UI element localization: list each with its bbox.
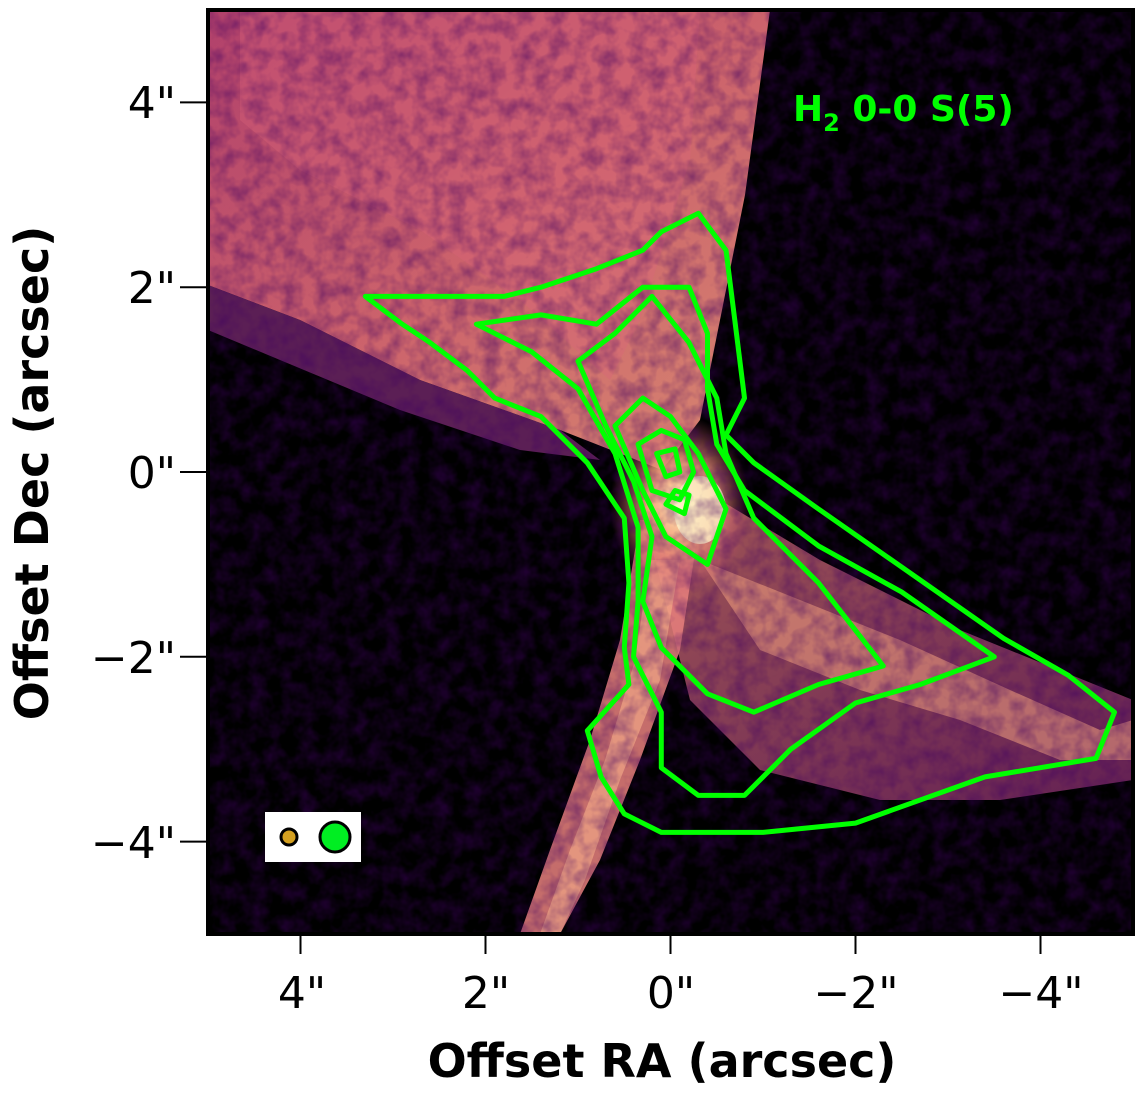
species-subscript: 2: [823, 109, 840, 137]
species-annotation: H2 0-0 S(5): [793, 89, 1014, 137]
species-transition: 0-0 S(5): [840, 89, 1014, 130]
y-tick-label-neg4: −4": [91, 818, 176, 869]
x-tick-label-0: 0": [647, 968, 695, 1019]
contour-level-7: [663, 488, 692, 517]
contour-level-1: [362, 210, 1117, 835]
x-tick-label-2: 2": [462, 968, 510, 1019]
contour-level-3: [575, 293, 886, 715]
x-axis-title: Offset RA (arcsec): [428, 1034, 897, 1088]
axis-ticks: [180, 101, 1042, 954]
contour-level-4: [612, 395, 729, 567]
y-axis-title: Offset Dec (arcsec): [5, 226, 59, 721]
x-tick-labels: 4" 2" 0" −2" −4": [278, 968, 1084, 1019]
h2-contours: [362, 210, 1117, 835]
y-tick-label-2: 2": [128, 263, 176, 314]
emission-map: [208, 10, 1133, 934]
x-tick-label-neg2: −2": [813, 968, 898, 1019]
y-tick-label-neg2: −2": [91, 633, 176, 684]
contour-level-5: [635, 427, 697, 503]
contour-beam-marker: [318, 820, 352, 854]
contour-level-6: [654, 446, 683, 480]
x-tick-label-4: 4": [278, 968, 326, 1019]
beam-legend: [265, 812, 361, 862]
species-name: H: [793, 89, 823, 130]
image-beam-marker: [279, 827, 299, 847]
y-tick-label-4: 4": [128, 78, 176, 129]
x-tick-label-neg4: −4": [998, 968, 1083, 1019]
y-tick-label-0: 0": [128, 448, 176, 499]
contour-level-2: [473, 284, 997, 798]
y-tick-labels: 4" 2" 0" −2" −4": [91, 78, 176, 869]
